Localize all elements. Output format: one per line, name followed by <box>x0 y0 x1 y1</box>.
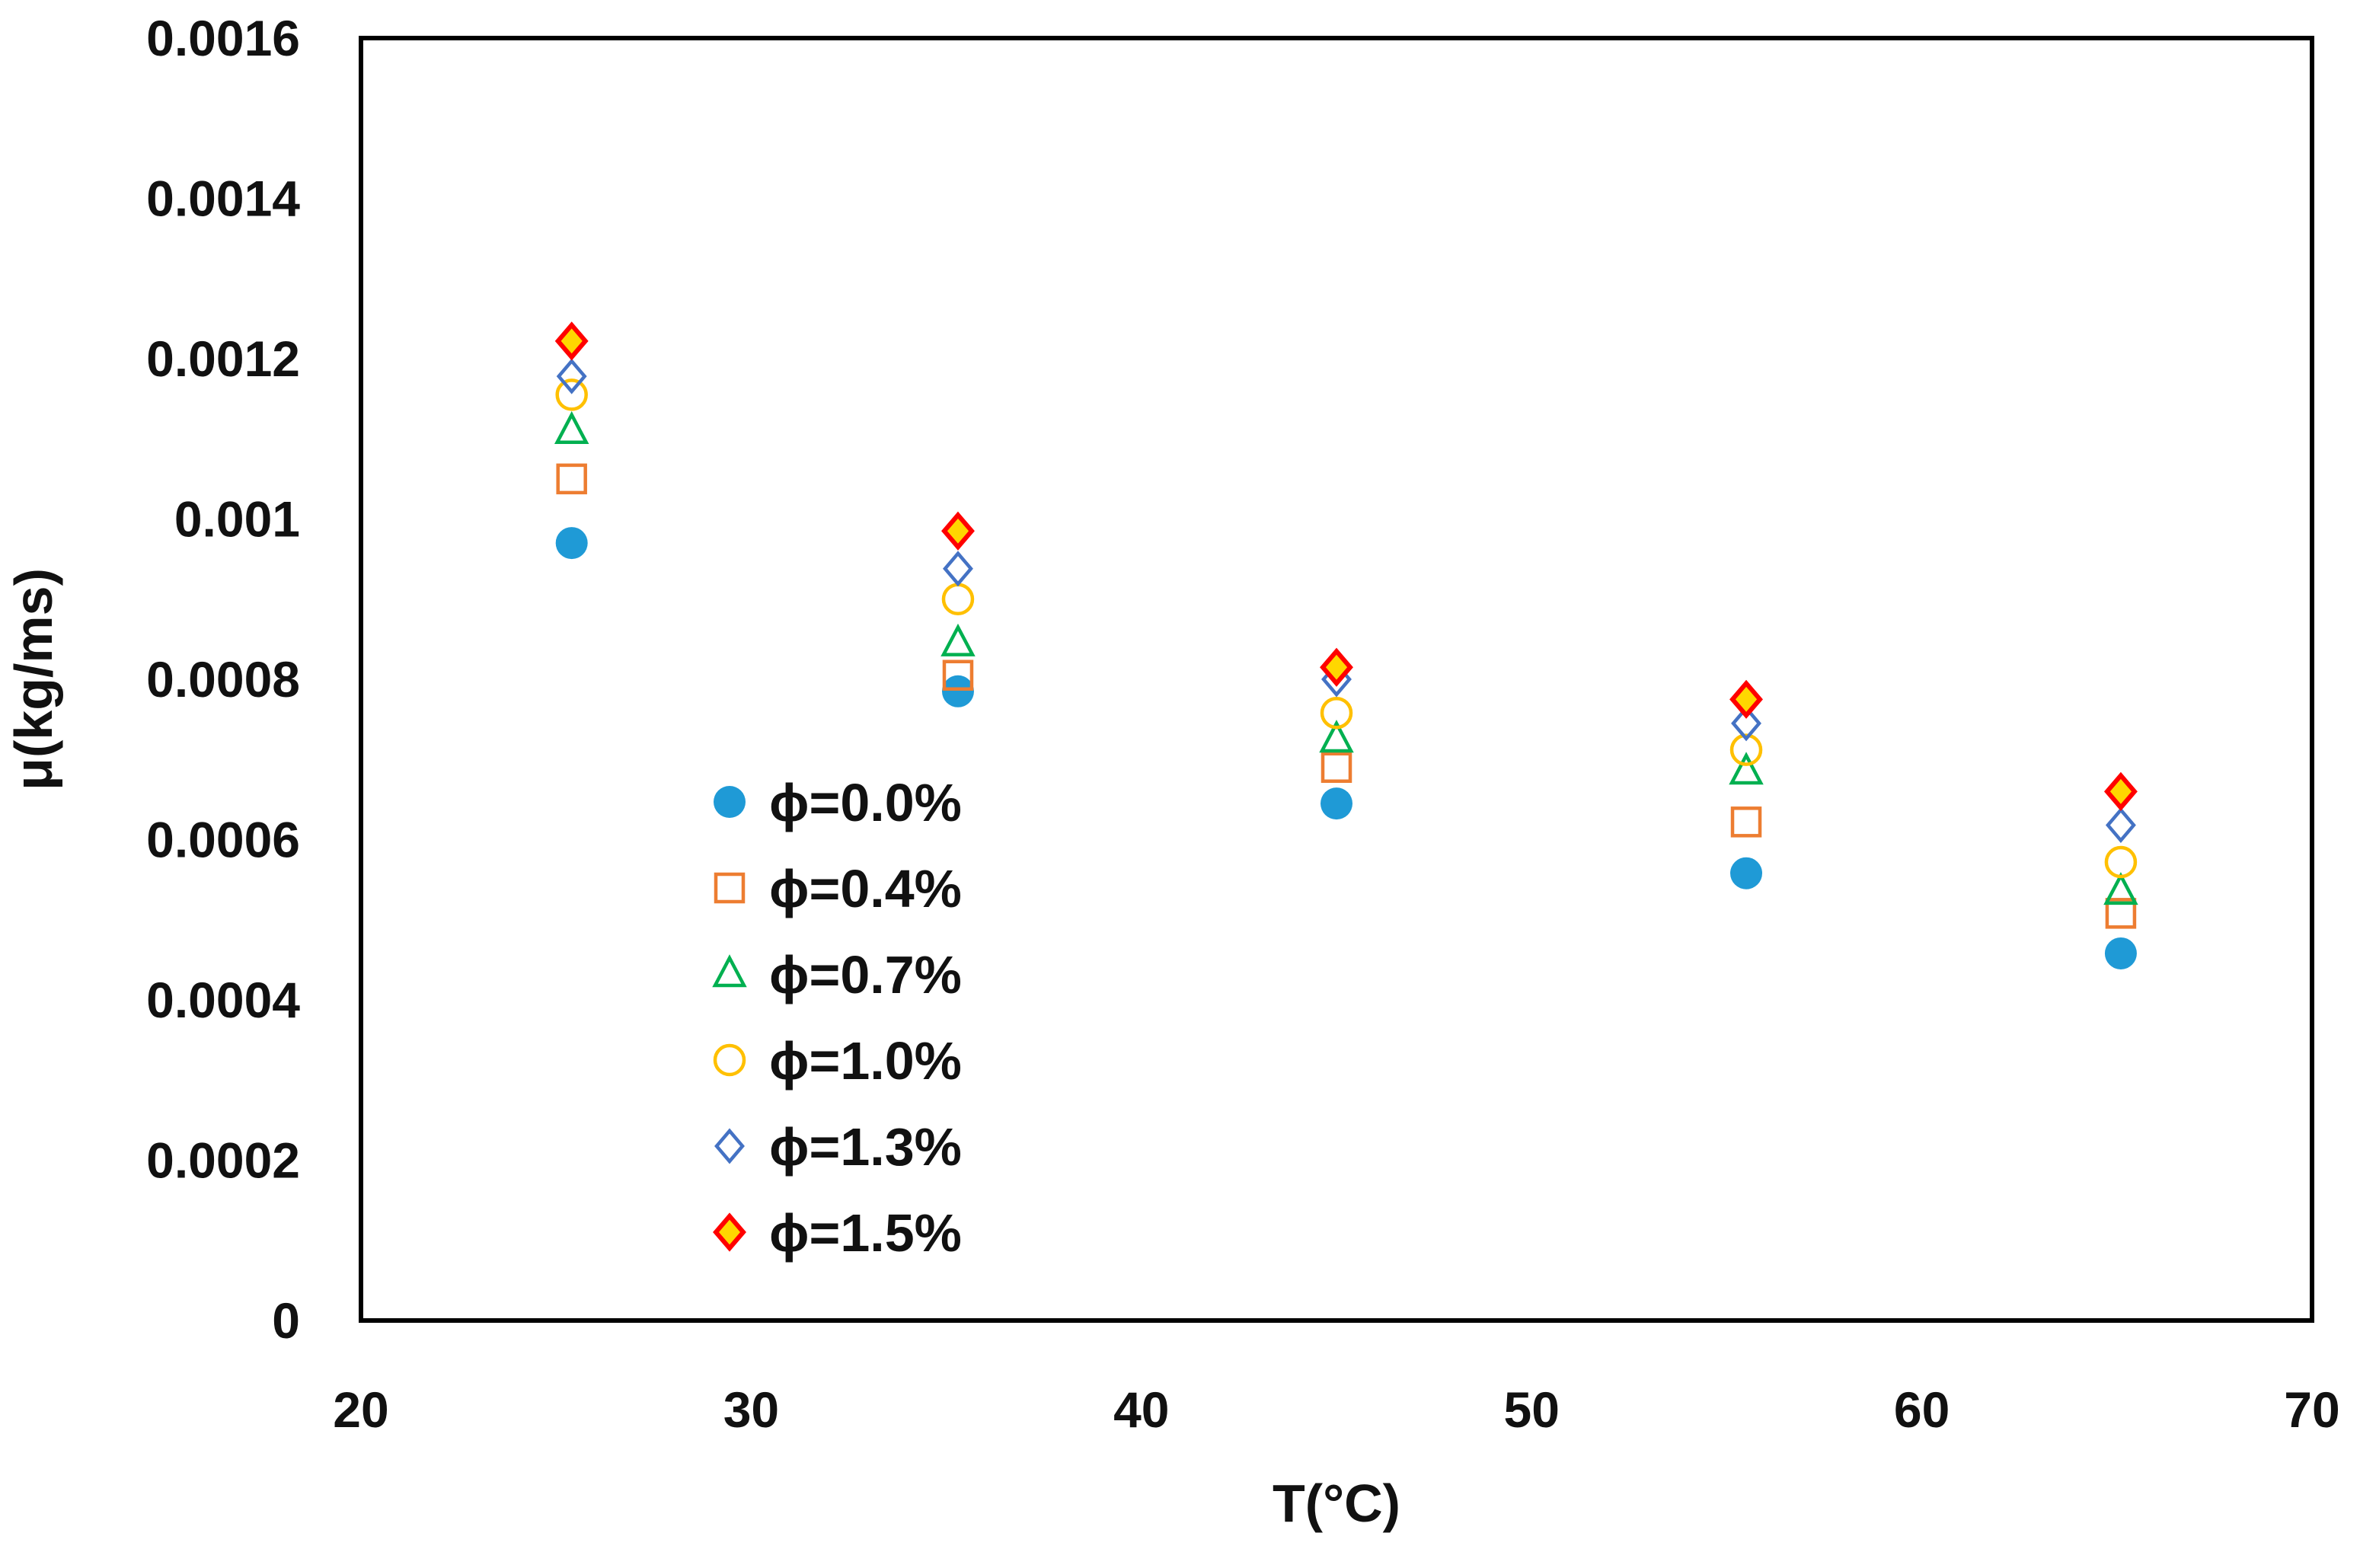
data-point <box>1730 857 1763 889</box>
series-group <box>554 321 2138 811</box>
data-point <box>941 675 974 707</box>
y-tick-label: 0.0004 <box>146 972 300 1028</box>
data-point <box>941 511 975 551</box>
y-tick-label: 0.0008 <box>146 651 300 707</box>
y-tick-label: 0.0006 <box>146 812 300 868</box>
data-point <box>1729 679 1763 719</box>
legend-marker <box>714 1128 745 1164</box>
data-point <box>940 623 976 656</box>
x-tick-label: 60 <box>1894 1381 1950 1438</box>
legend-label: ϕ=1.0% <box>769 1031 962 1091</box>
data-point <box>556 463 587 495</box>
data-point <box>2104 845 2138 879</box>
data-point <box>2103 872 2138 905</box>
series-group <box>556 463 2137 929</box>
data-point <box>1730 806 1762 838</box>
legend-label: ϕ=0.7% <box>769 945 962 1004</box>
x-tick-label: 70 <box>2284 1381 2339 1438</box>
plot-area-frame <box>359 36 2314 1323</box>
series-group <box>555 527 2137 969</box>
data-point <box>1320 647 1353 687</box>
data-point <box>2105 807 2136 844</box>
data-point <box>555 378 588 411</box>
x-tick-label: 20 <box>333 1381 388 1438</box>
legend-marker <box>714 872 746 904</box>
x-axis-tick-labels: 20 30 40 50 60 70 <box>333 1381 2339 1438</box>
y-tick-label: 0.001 <box>174 491 300 548</box>
y-tick-label: 0.0002 <box>146 1132 300 1189</box>
legend: ϕ=0.0% ϕ=0.4% ϕ=0.7% ϕ=1.0% ϕ=1.3% ϕ=1.5% <box>712 773 962 1263</box>
series-group <box>555 378 2138 879</box>
y-tick-label: 0.0014 <box>146 171 300 227</box>
data-point <box>1319 720 1354 753</box>
y-tick-label: 0 <box>272 1292 300 1349</box>
data-point <box>556 358 587 394</box>
legend-label: ϕ=0.0% <box>769 773 962 832</box>
data-point <box>554 410 589 444</box>
data-point <box>1729 752 1764 785</box>
legend-label: ϕ=1.3% <box>769 1117 962 1177</box>
data-point <box>942 659 974 691</box>
legend-marker <box>714 786 746 818</box>
y-tick-label: 0.0012 <box>146 331 300 387</box>
data-point <box>1729 733 1763 766</box>
legend-label: ϕ=0.4% <box>769 859 962 918</box>
legend-label: ϕ=1.5% <box>769 1203 962 1263</box>
x-tick-label: 40 <box>1113 1381 1169 1438</box>
y-axis-tick-labels: 0 0.0002 0.0004 0.0006 0.0008 0.001 0.0012 0.00… <box>146 10 300 1349</box>
data-point <box>2104 937 2137 969</box>
legend-marker <box>713 1043 746 1077</box>
data-points <box>554 321 2138 969</box>
x-axis-title: T(°C) <box>1273 1474 1400 1533</box>
x-tick-label: 50 <box>1503 1381 1559 1438</box>
series-group <box>554 410 2138 905</box>
data-point <box>2103 771 2138 811</box>
data-point <box>1320 696 1353 730</box>
data-point <box>1321 787 1352 820</box>
x-tick-label: 30 <box>723 1381 779 1438</box>
data-point <box>943 551 973 587</box>
data-point <box>555 527 588 560</box>
data-point <box>554 321 589 361</box>
y-tick-label: 0.0016 <box>146 10 300 66</box>
legend-marker <box>712 954 747 988</box>
legend-marker <box>713 1212 746 1252</box>
data-point <box>1731 705 1761 742</box>
y-axis-title: μ(kg/ms) <box>4 568 63 790</box>
data-point <box>1321 752 1352 784</box>
data-point <box>2105 898 2137 929</box>
